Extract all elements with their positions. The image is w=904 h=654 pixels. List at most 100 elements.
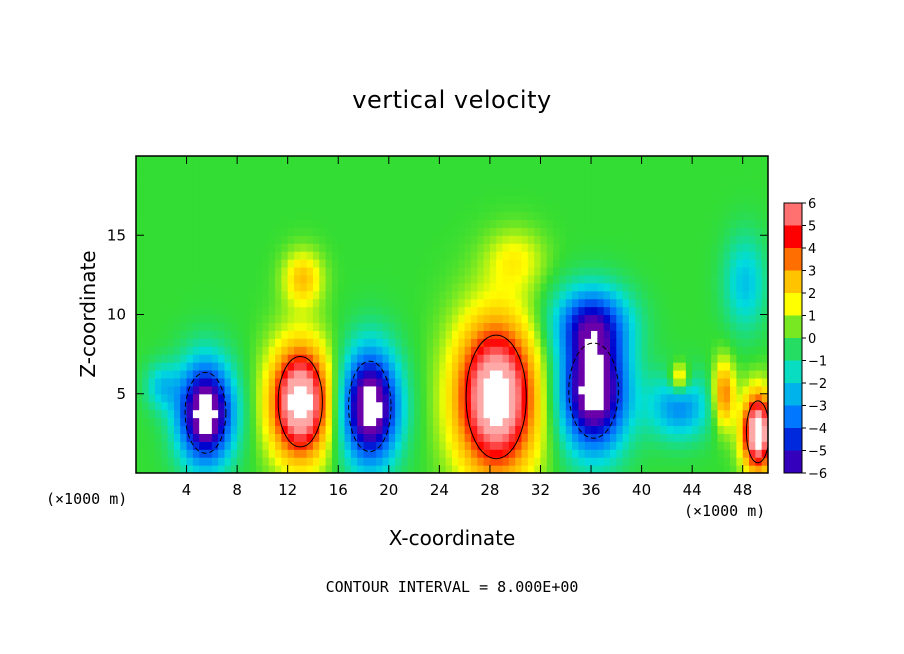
heatmap-cell <box>420 274 428 284</box>
heatmap-cell <box>647 338 655 347</box>
heatmap-cell <box>300 338 308 347</box>
heatmap-cell <box>388 306 396 316</box>
heatmap-cell <box>142 362 150 371</box>
heatmap-cell <box>711 369 719 379</box>
heatmap-cell <box>224 385 232 395</box>
heatmap-cell <box>186 195 194 205</box>
heatmap-cell <box>723 235 731 244</box>
heatmap-cell <box>256 282 263 292</box>
heatmap-cell <box>723 346 731 355</box>
heatmap-cell <box>287 417 295 427</box>
heatmap-cell <box>312 203 320 213</box>
heatmap-cell <box>749 179 756 189</box>
heatmap-cell <box>483 338 491 347</box>
heatmap-cell <box>540 163 548 173</box>
heatmap-cell <box>698 298 706 308</box>
heatmap-cell <box>616 338 624 347</box>
heatmap-cell <box>502 171 510 181</box>
heatmap-cell <box>452 362 459 371</box>
heatmap-cell <box>628 346 636 355</box>
heatmap-cell <box>136 409 143 419</box>
heatmap-cell <box>603 433 611 442</box>
heatmap-cell <box>186 203 194 213</box>
heatmap-cell <box>426 362 434 371</box>
heatmap-cell <box>666 163 674 173</box>
heatmap-cell <box>584 322 592 331</box>
heatmap-cell <box>578 354 586 363</box>
heatmap-cell <box>673 417 681 427</box>
heatmap-cell <box>350 457 358 466</box>
heatmap-cell <box>414 282 421 292</box>
heatmap-cell <box>698 266 706 276</box>
heatmap-cell <box>199 457 207 466</box>
heatmap-cell <box>154 377 162 387</box>
heatmap-cell <box>742 441 750 450</box>
heatmap-cell <box>300 266 308 276</box>
heatmap-cell <box>711 393 719 403</box>
heatmap-cell <box>350 251 358 260</box>
heatmap-cell <box>641 457 649 466</box>
heatmap-cell <box>723 362 731 371</box>
heatmap-cell <box>692 393 700 403</box>
heatmap-cell <box>243 457 251 466</box>
colorbar-tick-label: 5 <box>808 220 816 235</box>
heatmap-cell <box>527 298 535 308</box>
heatmap-cell <box>685 251 693 260</box>
heatmap-cell <box>357 290 365 300</box>
heatmap-cell <box>224 369 232 379</box>
heatmap-cell <box>243 369 251 379</box>
heatmap-cell <box>458 227 466 236</box>
heatmap-cell <box>186 338 194 347</box>
heatmap-cell <box>312 235 320 244</box>
heatmap-cell <box>692 362 700 371</box>
heatmap-cell <box>211 274 219 284</box>
heatmap-cell <box>553 362 561 371</box>
heatmap-cell <box>382 179 390 189</box>
heatmap-cell <box>540 179 548 189</box>
heatmap-cell <box>591 401 598 411</box>
heatmap-cell <box>515 266 523 276</box>
heatmap-cell <box>483 290 491 300</box>
heatmap-cell <box>136 290 143 300</box>
heatmap-cell <box>717 385 725 395</box>
heatmap-cell <box>559 354 567 363</box>
heatmap-cell <box>654 179 662 189</box>
heatmap-cell <box>363 179 371 189</box>
heatmap-cell <box>470 298 478 308</box>
heatmap-cell <box>395 417 403 427</box>
heatmap-cell <box>742 449 750 458</box>
heatmap-cell <box>376 156 384 165</box>
heatmap-cell <box>572 282 579 292</box>
heatmap-cell <box>452 314 459 324</box>
heatmap-cell <box>294 425 301 434</box>
heatmap-cell <box>470 425 478 434</box>
heatmap-cell <box>515 369 523 379</box>
heatmap-cell <box>534 441 542 450</box>
heatmap-cell <box>610 354 617 363</box>
heatmap-cell <box>445 203 453 213</box>
heatmap-cell <box>464 259 472 268</box>
heatmap-cell <box>622 290 630 300</box>
heatmap-cell <box>237 449 245 458</box>
heatmap-cell <box>136 433 143 442</box>
heatmap-cell <box>534 163 542 173</box>
heatmap-cell <box>369 259 377 268</box>
heatmap-cell <box>761 354 768 363</box>
heatmap-cell <box>742 251 750 260</box>
heatmap-cell <box>186 235 194 244</box>
heatmap-cell <box>742 290 750 300</box>
heatmap-cell <box>218 457 226 466</box>
heatmap-cell <box>136 203 143 213</box>
heatmap-cell <box>464 362 472 371</box>
heatmap-cell <box>395 449 403 458</box>
heatmap-cell <box>502 322 510 331</box>
heatmap-cell <box>382 195 390 205</box>
heatmap-cell <box>521 195 529 205</box>
heatmap-cell <box>736 211 744 221</box>
heatmap-cell <box>502 465 510 473</box>
heatmap-cell <box>445 306 453 316</box>
heatmap-cell <box>249 330 257 339</box>
heatmap-cell <box>420 322 428 331</box>
heatmap-cell <box>546 362 554 371</box>
heatmap-cell <box>369 314 377 324</box>
